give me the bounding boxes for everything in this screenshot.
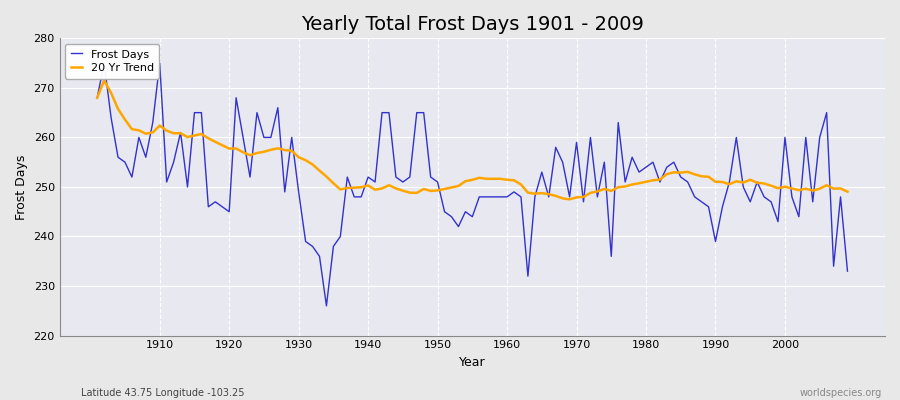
20 Yr Trend xyxy=(598,186,609,191)
Frost Days xyxy=(99,61,110,66)
Frost Days xyxy=(508,190,519,194)
Frost Days xyxy=(154,61,165,66)
20 Yr Trend xyxy=(508,178,519,183)
Frost Days xyxy=(516,194,526,199)
Title: Yearly Total Frost Days 1901 - 2009: Yearly Total Frost Days 1901 - 2009 xyxy=(301,15,644,34)
X-axis label: Year: Year xyxy=(459,356,486,369)
Frost Days xyxy=(598,160,609,164)
Frost Days xyxy=(842,269,853,274)
20 Yr Trend xyxy=(349,185,360,190)
20 Yr Trend xyxy=(501,177,512,182)
Text: Latitude 43.75 Longitude -103.25: Latitude 43.75 Longitude -103.25 xyxy=(81,388,245,398)
Frost Days xyxy=(92,95,103,100)
20 Yr Trend xyxy=(99,78,110,83)
20 Yr Trend xyxy=(92,95,103,100)
Frost Days xyxy=(356,194,366,199)
20 Yr Trend xyxy=(154,123,165,128)
Line: 20 Yr Trend: 20 Yr Trend xyxy=(97,80,848,199)
Y-axis label: Frost Days: Frost Days xyxy=(15,154,28,220)
Frost Days xyxy=(307,244,318,249)
Line: Frost Days: Frost Days xyxy=(97,63,848,306)
20 Yr Trend xyxy=(307,162,318,167)
Frost Days xyxy=(321,304,332,308)
Text: worldspecies.org: worldspecies.org xyxy=(800,388,882,398)
20 Yr Trend xyxy=(842,189,853,194)
Legend: Frost Days, 20 Yr Trend: Frost Days, 20 Yr Trend xyxy=(65,44,159,78)
20 Yr Trend xyxy=(564,197,575,202)
